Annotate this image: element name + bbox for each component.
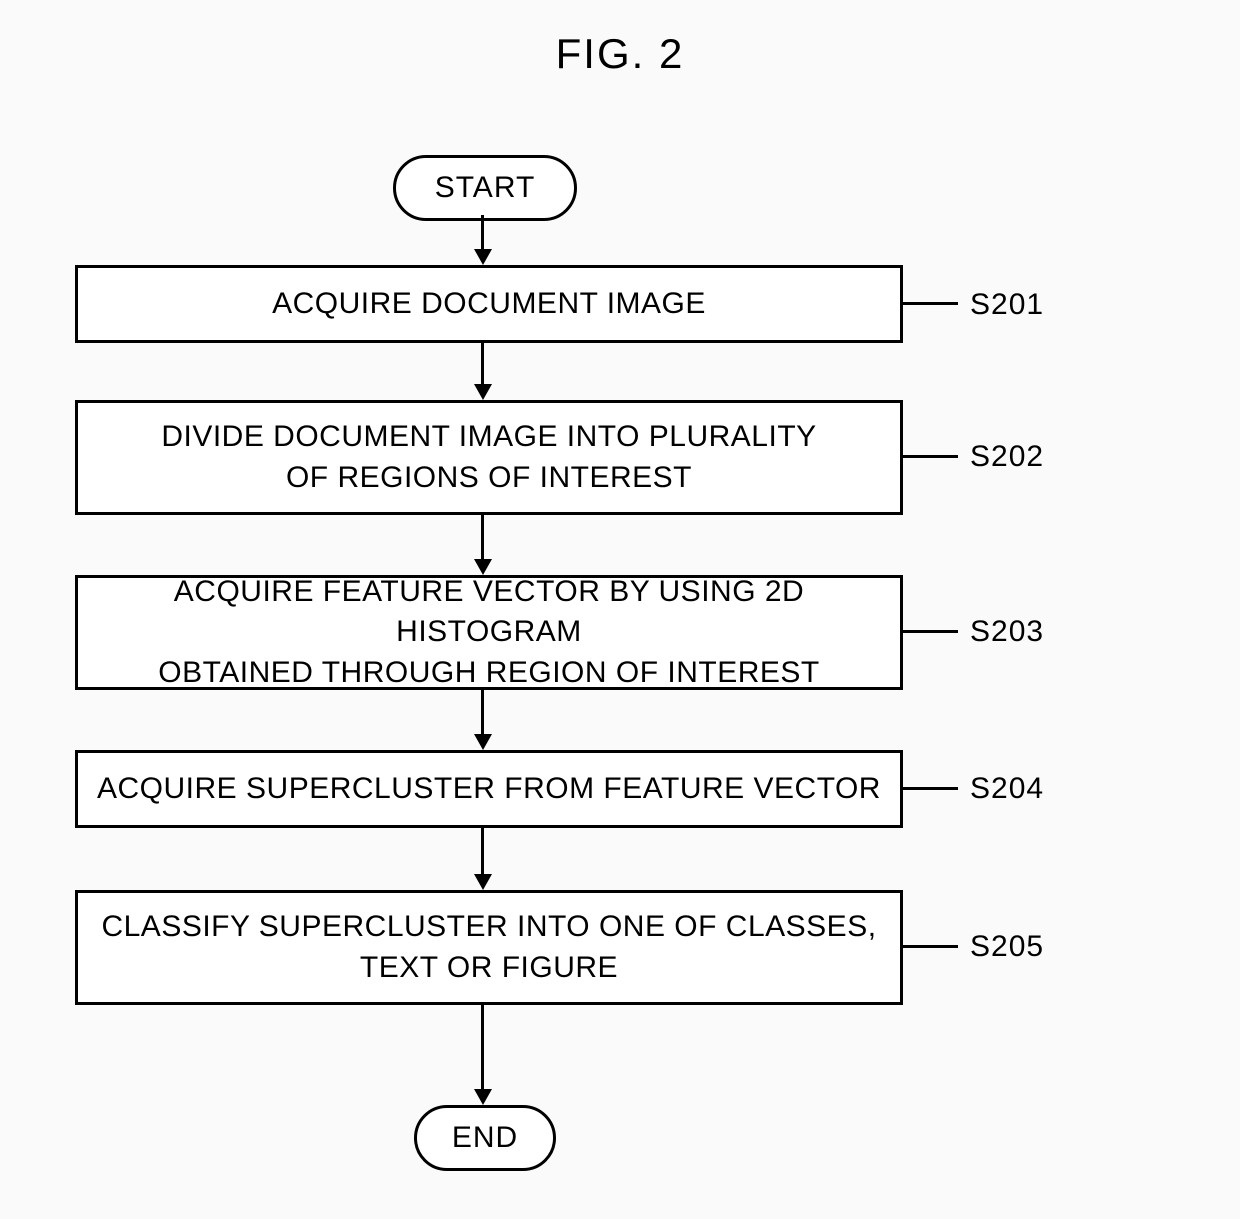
arrow-head-icon [474, 249, 492, 265]
arrow-line [481, 215, 484, 249]
start-label: START [435, 171, 536, 205]
process-text: ACQUIRE SUPERCLUSTER FROM FEATURE VECTOR [97, 769, 881, 810]
arrow-line [481, 343, 484, 384]
flowchart-canvas: FIG. 2 START ACQUIRE DOCUMENT IMAGE S201 D… [0, 0, 1240, 1219]
process-text: DIVIDE DOCUMENT IMAGE INTO PLURALITY OF … [161, 417, 816, 498]
process-box: ACQUIRE SUPERCLUSTER FROM FEATURE VECTOR [75, 750, 903, 828]
label-connector [903, 787, 958, 790]
end-label: END [452, 1121, 518, 1155]
step-label: S202 [970, 440, 1044, 474]
process-box: CLASSIFY SUPERCLUSTER INTO ONE OF CLASSE… [75, 890, 903, 1005]
process-box: DIVIDE DOCUMENT IMAGE INTO PLURALITY OF … [75, 400, 903, 515]
process-text: CLASSIFY SUPERCLUSTER INTO ONE OF CLASSE… [101, 907, 876, 988]
step-label: S203 [970, 615, 1044, 649]
arrow-head-icon [474, 874, 492, 890]
process-text: ACQUIRE FEATURE VECTOR BY USING 2D HISTO… [88, 572, 890, 694]
label-connector [903, 630, 958, 633]
step-label: S201 [970, 288, 1044, 322]
process-box: ACQUIRE FEATURE VECTOR BY USING 2D HISTO… [75, 575, 903, 690]
step-label: S204 [970, 772, 1044, 806]
arrow-head-icon [474, 734, 492, 750]
label-connector [903, 302, 958, 305]
arrow-head-icon [474, 559, 492, 575]
arrow-line [481, 515, 484, 559]
arrow-line [481, 690, 484, 734]
arrow-line [481, 828, 484, 874]
start-terminator: START [393, 155, 577, 221]
figure-title: FIG. 2 [0, 30, 1240, 78]
process-text: ACQUIRE DOCUMENT IMAGE [272, 284, 706, 325]
step-label: S205 [970, 930, 1044, 964]
arrow-head-icon [474, 384, 492, 400]
label-connector [903, 945, 958, 948]
end-terminator: END [414, 1105, 556, 1171]
process-box: ACQUIRE DOCUMENT IMAGE [75, 265, 903, 343]
arrow-head-icon [474, 1089, 492, 1105]
label-connector [903, 455, 958, 458]
arrow-line [481, 1005, 484, 1089]
